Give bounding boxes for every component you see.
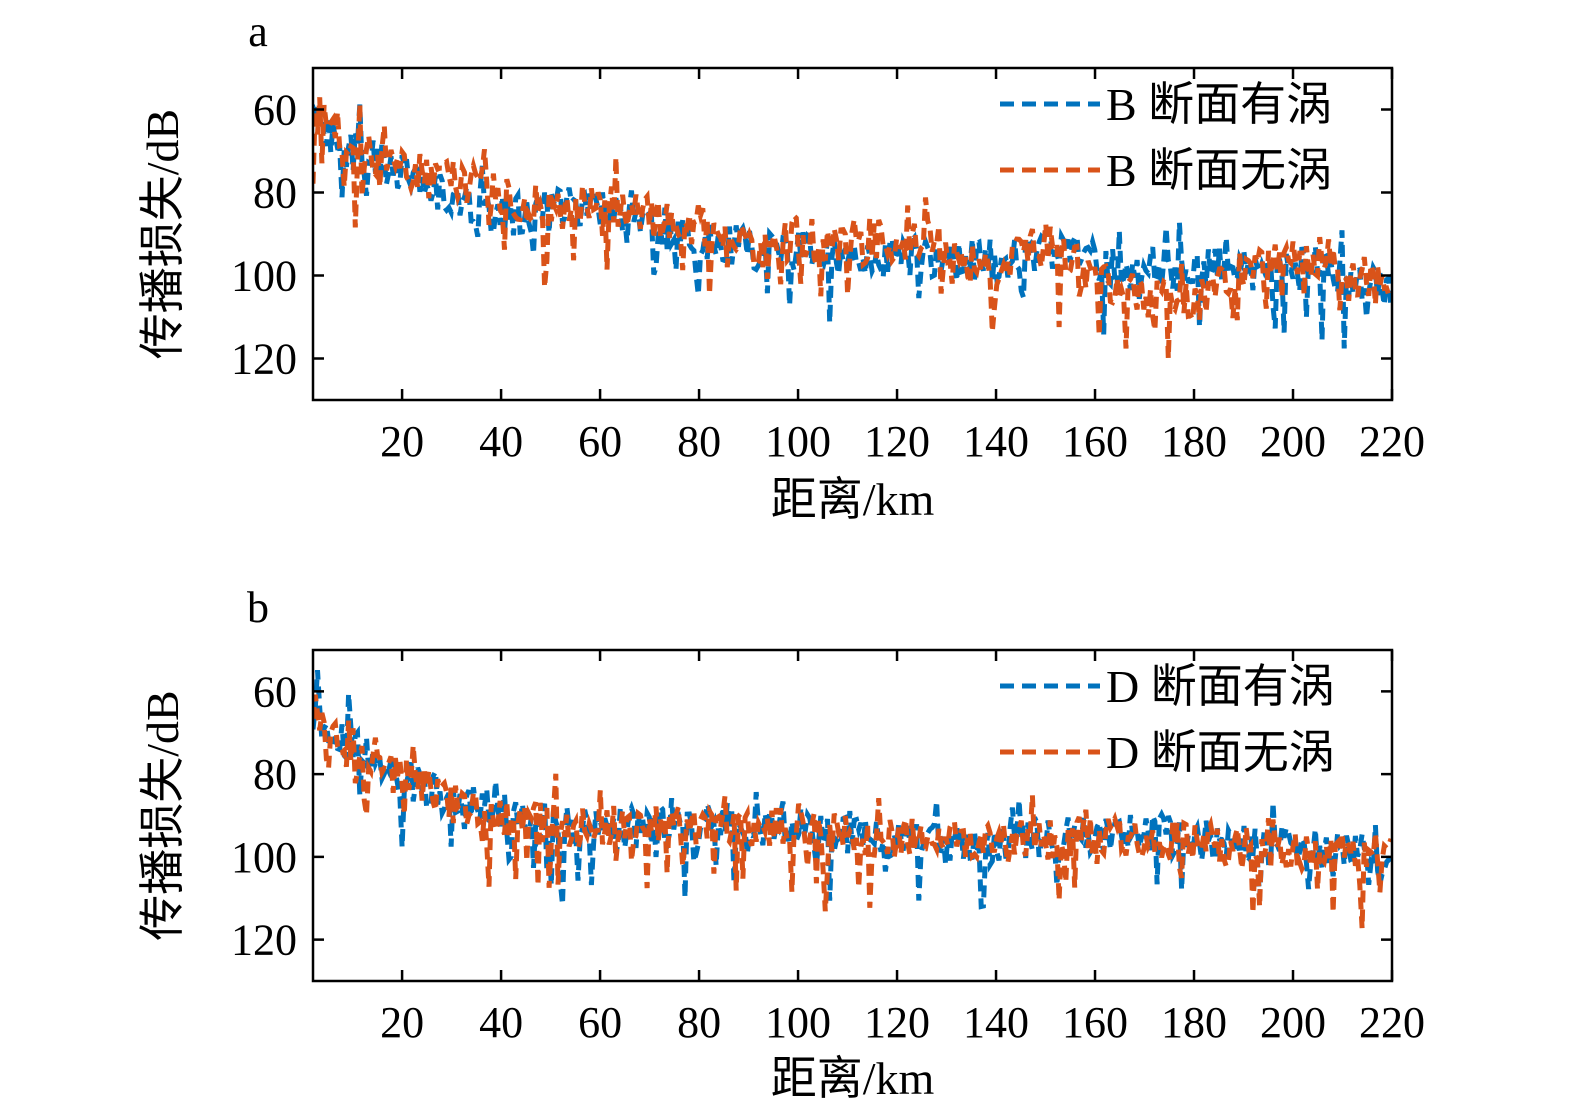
panel-a: 20 40 60 80 100 120 140 160 180 200 220 60 80 100 120 a… (137, 7, 1425, 525)
x-axis-title: 距离/km (771, 1053, 935, 1104)
panel-b: 20 40 60 80 100 120 140 160 180 200 220 60 80 100 120 b… (137, 583, 1425, 1104)
x-tick-label: 100 (765, 417, 831, 466)
x-tick-label: 140 (963, 998, 1029, 1047)
x-tick-label: 80 (677, 417, 721, 466)
x-tick-label: 20 (380, 417, 424, 466)
x-tick-label: 160 (1062, 417, 1128, 466)
y-tick-label: 80 (253, 169, 297, 218)
legend-label: B 断面无涡 (1106, 145, 1332, 196)
y-axis-title: 传播损失/dB (137, 109, 188, 359)
y-tick-label: 60 (253, 86, 297, 135)
x-tick-label: 220 (1359, 998, 1425, 1047)
legend-label: D 断面有涡 (1106, 661, 1335, 712)
x-tick-label: 60 (578, 417, 622, 466)
x-tick-label: 40 (479, 998, 523, 1047)
x-tick-label: 180 (1161, 998, 1227, 1047)
x-tick-label: 200 (1260, 998, 1326, 1047)
x-tick-label: 180 (1161, 417, 1227, 466)
x-tick-label: 120 (864, 998, 930, 1047)
x-tick-label: 100 (765, 998, 831, 1047)
x-tick-label: 60 (578, 998, 622, 1047)
y-tick-label: 120 (231, 916, 297, 965)
plot-frame (311, 648, 1394, 983)
panel-label: a (248, 7, 268, 56)
x-tick-label: 20 (380, 998, 424, 1047)
legend: B 断面有涡 B 断面无涡 (1000, 79, 1332, 196)
x-tick-label: 160 (1062, 998, 1128, 1047)
y-tick-label: 100 (231, 833, 297, 882)
series-line-without-eddy (313, 694, 1392, 929)
series-line-without-eddy (313, 97, 1392, 359)
x-tick-label: 220 (1359, 417, 1425, 466)
y-tick-label: 80 (253, 750, 297, 799)
x-tick-label: 40 (479, 417, 523, 466)
legend-label: B 断面有涡 (1106, 79, 1332, 130)
legend: D 断面有涡 D 断面无涡 (1000, 661, 1335, 778)
x-tick-label: 80 (677, 998, 721, 1047)
y-axis-title: 传播损失/dB (137, 690, 188, 940)
y-tick-label: 100 (231, 252, 297, 301)
y-tick-label: 120 (231, 335, 297, 384)
y-tick-label: 60 (253, 667, 297, 716)
plot-frame (311, 66, 1394, 402)
legend-label: D 断面无涡 (1106, 727, 1335, 778)
x-tick-label: 120 (864, 417, 930, 466)
x-tick-label: 140 (963, 417, 1029, 466)
x-axis-title: 距离/km (771, 474, 935, 525)
panel-label: b (247, 583, 269, 632)
x-tick-label: 200 (1260, 417, 1326, 466)
